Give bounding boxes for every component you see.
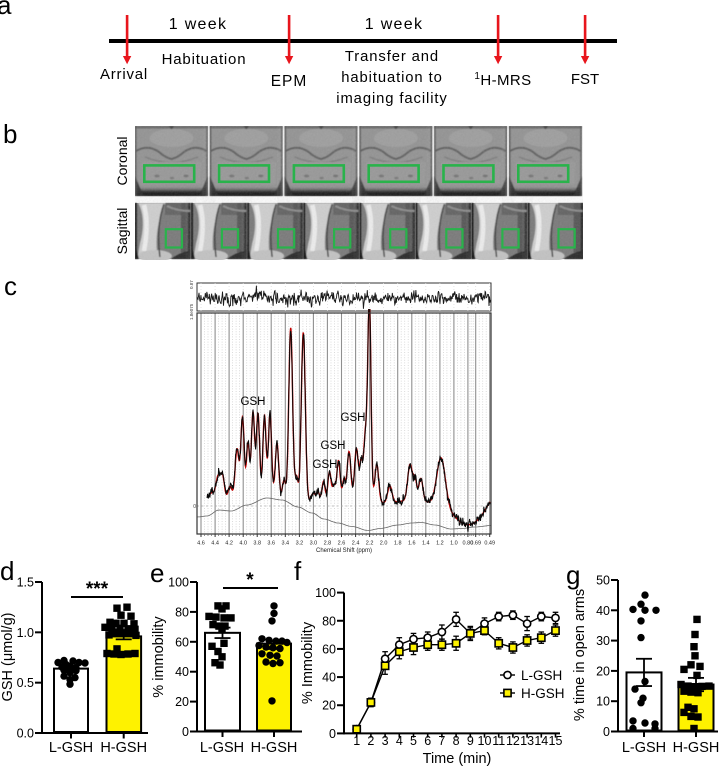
svg-text:40: 40	[322, 671, 336, 685]
svg-text:20: 20	[175, 695, 189, 709]
svg-text:100: 100	[315, 586, 336, 600]
svg-text:L-GSH: L-GSH	[622, 740, 666, 756]
svg-text:40: 40	[175, 665, 189, 679]
svg-text:20: 20	[596, 664, 610, 678]
svg-text:15: 15	[549, 734, 563, 748]
svg-text:8: 8	[453, 734, 460, 748]
svg-text:7: 7	[438, 734, 445, 748]
svg-text:GSH: GSH	[321, 440, 346, 452]
svg-text:1.8: 1.8	[394, 541, 402, 547]
svg-text:*: *	[246, 570, 254, 591]
svg-text:0.5: 0.5	[17, 676, 34, 690]
svg-text:3.6: 3.6	[267, 541, 275, 547]
svg-text:2.6: 2.6	[338, 541, 346, 547]
svg-text:GSH: GSH	[241, 396, 266, 408]
svg-text:% time in open arms: % time in open arms	[572, 589, 588, 721]
svg-text:% Immobility: % Immobility	[300, 621, 316, 704]
svg-text:3.8: 3.8	[253, 541, 261, 547]
svg-text:3.2: 3.2	[296, 541, 304, 547]
svg-text:0.49: 0.49	[484, 541, 495, 547]
svg-text:1.6: 1.6	[408, 541, 416, 547]
svg-text:% immobility: % immobility	[151, 616, 167, 698]
svg-text:2.8: 2.8	[324, 541, 332, 547]
svg-text:1.0: 1.0	[450, 541, 458, 547]
svg-text:0: 0	[182, 725, 189, 739]
svg-text:GSH: GSH	[341, 412, 366, 424]
svg-text:10: 10	[596, 695, 610, 709]
svg-text:14: 14	[534, 734, 548, 748]
svg-text:5: 5	[410, 734, 417, 748]
svg-text:4.4: 4.4	[211, 541, 219, 547]
svg-text:60: 60	[322, 642, 336, 656]
svg-text:GSH: GSH	[313, 459, 338, 471]
svg-text:1.0: 1.0	[17, 626, 34, 640]
svg-text:20: 20	[322, 699, 336, 713]
svg-text:0.69: 0.69	[470, 541, 481, 547]
svg-text:0.0: 0.0	[17, 727, 34, 741]
svg-text:3.0: 3.0	[310, 541, 318, 547]
svg-text:Time (min): Time (min)	[423, 751, 492, 767]
svg-text:9: 9	[467, 734, 474, 748]
svg-text:GSH (μmol/g): GSH (μmol/g)	[0, 613, 16, 702]
svg-text:3: 3	[382, 734, 389, 748]
svg-text:50: 50	[596, 574, 610, 588]
svg-text:0.80: 0.80	[463, 541, 474, 547]
svg-text:Coronal: Coronal	[114, 136, 130, 185]
svg-text:1.5: 1.5	[17, 576, 34, 590]
svg-text:L-GSH: L-GSH	[200, 740, 244, 756]
svg-text:H-GSH: H-GSH	[251, 740, 298, 756]
svg-text:4.2: 4.2	[225, 541, 233, 547]
svg-text:2: 2	[367, 734, 374, 748]
svg-text:Chemical Shift (ppm): Chemical Shift (ppm)	[316, 548, 372, 554]
svg-text:40: 40	[596, 604, 610, 618]
svg-text:100: 100	[168, 576, 189, 590]
svg-text:4.6: 4.6	[197, 541, 205, 547]
svg-text:1: 1	[353, 734, 360, 748]
svg-text:1.8e075: 1.8e075	[189, 303, 194, 320]
svg-text:H-GSH: H-GSH	[100, 740, 147, 756]
svg-text:H-GSH: H-GSH	[521, 686, 565, 701]
svg-text:0: 0	[329, 727, 336, 741]
svg-text:1.2: 1.2	[436, 541, 444, 547]
svg-text:***: ***	[86, 579, 109, 600]
svg-text:12: 12	[506, 734, 520, 748]
svg-text:0.87: 0.87	[189, 280, 194, 289]
svg-text:0: 0	[603, 725, 610, 739]
svg-text:2.0: 2.0	[380, 541, 388, 547]
svg-text:0: 0	[193, 504, 196, 510]
svg-text:L-GSH: L-GSH	[49, 740, 93, 756]
svg-text:80: 80	[322, 614, 336, 628]
svg-text:80: 80	[175, 605, 189, 619]
svg-text:30: 30	[596, 634, 610, 648]
svg-text:60: 60	[175, 635, 189, 649]
svg-text:2.2: 2.2	[366, 541, 374, 547]
svg-text:6: 6	[424, 734, 431, 748]
svg-text:11: 11	[492, 734, 505, 748]
svg-text:4: 4	[396, 734, 403, 748]
svg-text:10: 10	[478, 734, 492, 748]
svg-text:L-GSH: L-GSH	[521, 668, 562, 683]
svg-text:H-GSH: H-GSH	[673, 740, 720, 756]
svg-text:2.4: 2.4	[352, 541, 360, 547]
svg-text:4.0: 4.0	[239, 541, 247, 547]
svg-text:1.4: 1.4	[422, 541, 430, 547]
svg-text:3.4: 3.4	[281, 541, 289, 547]
svg-text:13: 13	[520, 734, 534, 748]
svg-text:Sagittal: Sagittal	[114, 208, 130, 255]
